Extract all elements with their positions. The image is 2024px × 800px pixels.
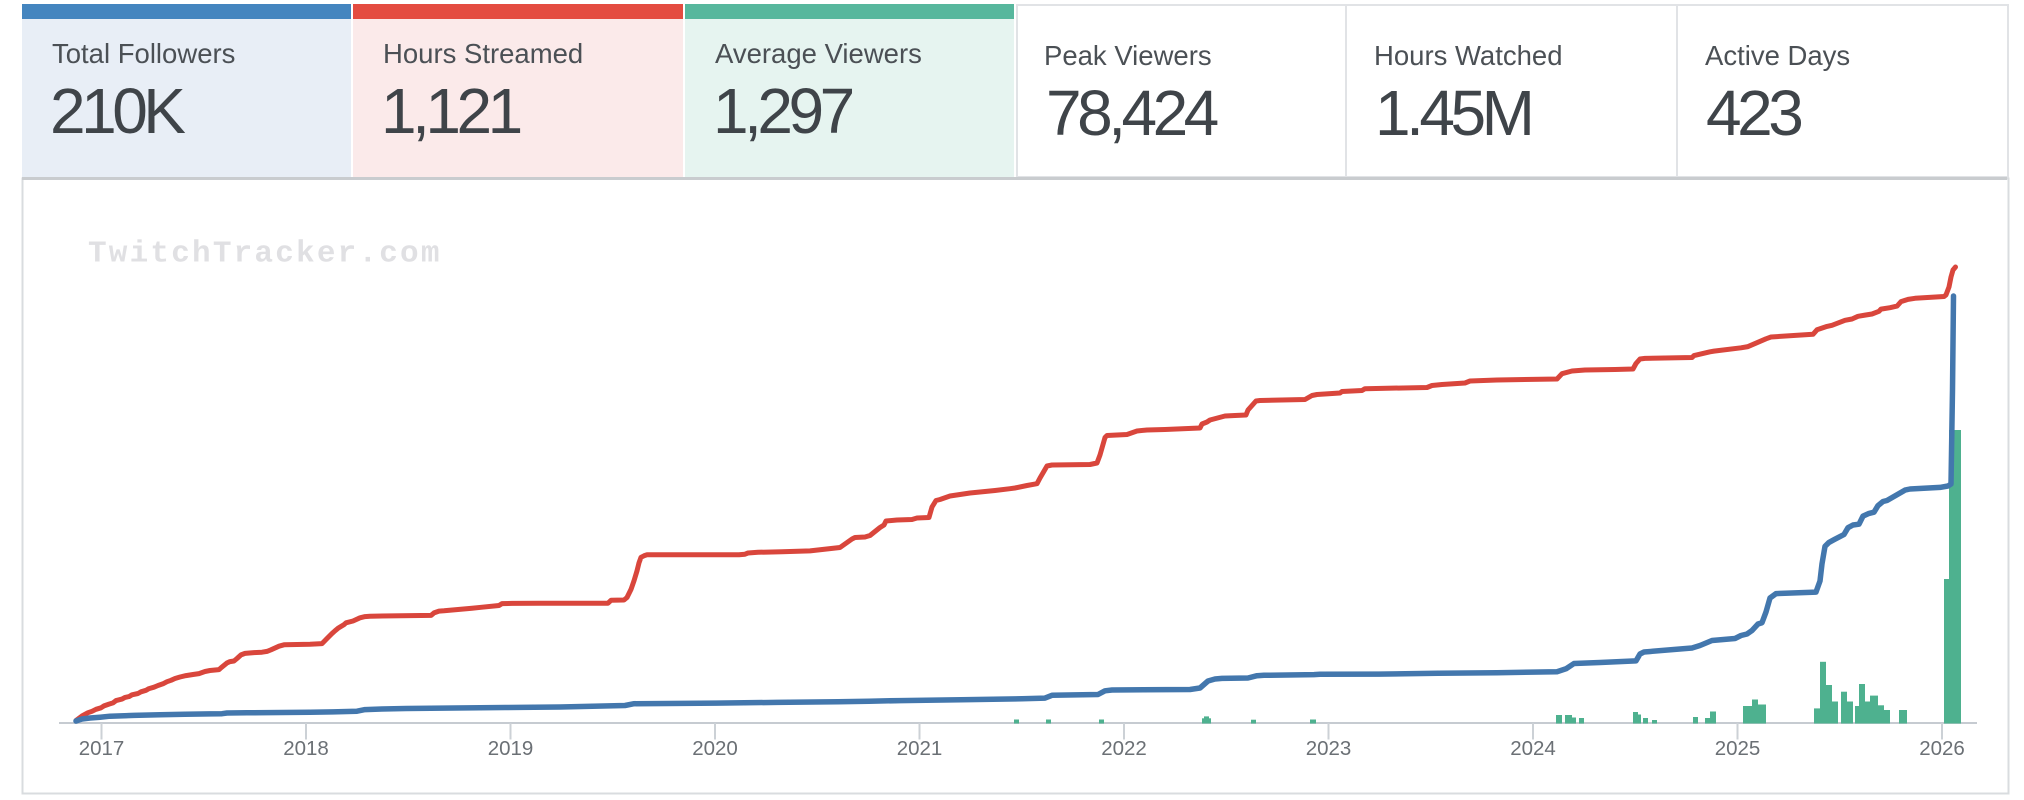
svg-text:2023: 2023 <box>1306 737 1352 760</box>
svg-text:2017: 2017 <box>79 737 125 760</box>
svg-text:2020: 2020 <box>692 737 738 760</box>
svg-text:2018: 2018 <box>283 737 329 760</box>
svg-text:2026: 2026 <box>1919 737 1965 760</box>
svg-text:2025: 2025 <box>1715 737 1761 760</box>
svg-text:2019: 2019 <box>488 737 534 760</box>
svg-text:TwitchTracker.com: TwitchTracker.com <box>88 237 442 272</box>
svg-text:2022: 2022 <box>1101 737 1147 760</box>
svg-text:2021: 2021 <box>897 737 943 760</box>
svg-text:2024: 2024 <box>1510 737 1556 760</box>
